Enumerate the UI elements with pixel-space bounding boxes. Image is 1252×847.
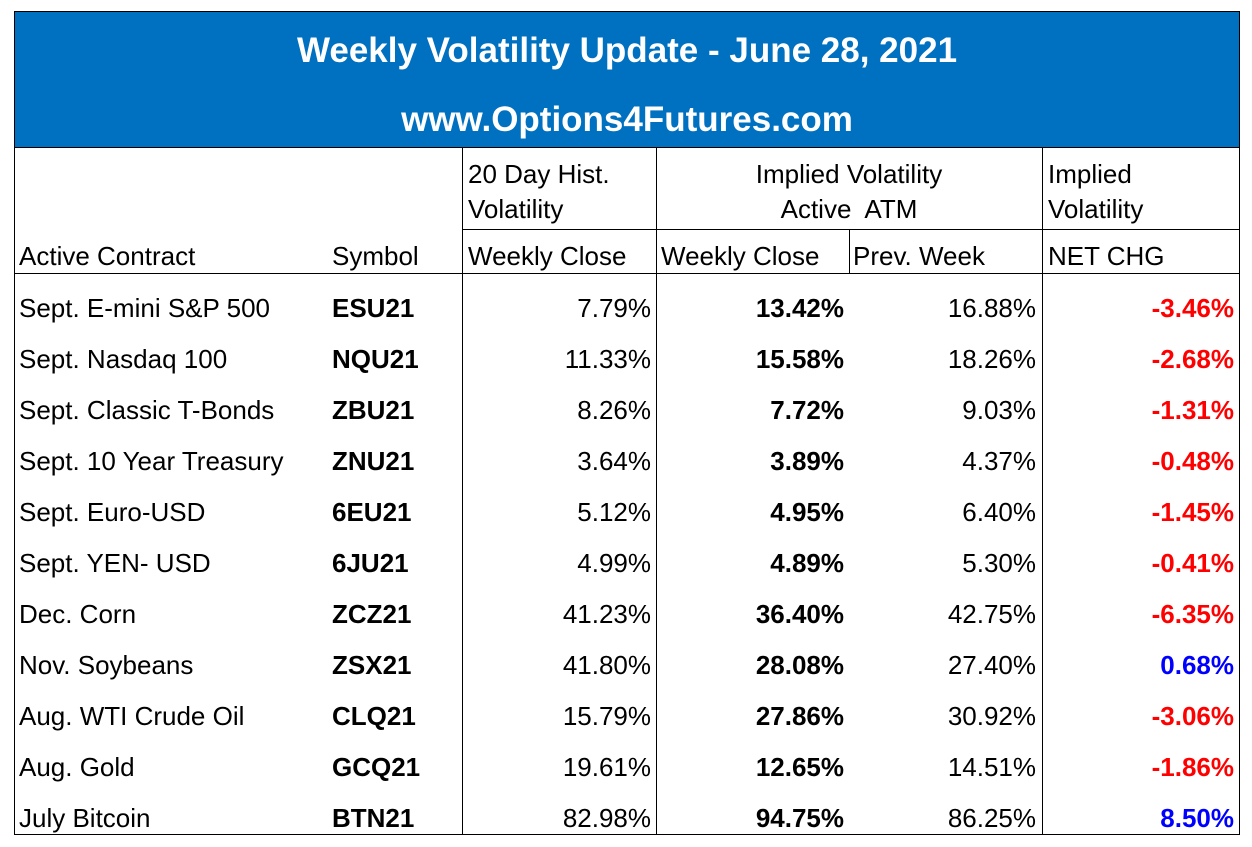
implied-header-line2: Active ATM	[780, 194, 918, 224]
cell-contract: Aug. WTI Crude Oil	[19, 701, 245, 731]
cell-contract: Dec. Corn	[19, 599, 137, 629]
cell-symbol: ZBU21	[332, 395, 415, 425]
col-header-hist-close: Weekly Close	[468, 241, 627, 271]
cell-net-chg: 8.50%	[1160, 803, 1234, 833]
cell-hist-close: 7.79%	[577, 293, 651, 323]
cell-hist-close: 82.98%	[562, 803, 651, 833]
cell-contract: Sept. YEN- USD	[19, 548, 211, 578]
cell-symbol: ZNU21	[332, 446, 415, 476]
cell-symbol: 6EU21	[332, 497, 412, 527]
cell-prev-week: 27.40%	[947, 650, 1036, 680]
cell-prev-week: 6.40%	[962, 497, 1036, 527]
col-header-net-chg: NET CHG	[1048, 241, 1165, 271]
cell-iv-close: 27.86%	[755, 701, 844, 731]
col-header-symbol: Symbol	[332, 241, 419, 271]
cell-prev-week: 18.26%	[947, 344, 1036, 374]
cell-contract: Nov. Soybeans	[19, 650, 194, 680]
cell-symbol: ZSX21	[332, 650, 412, 680]
divider-hist	[462, 147, 463, 835]
cell-net-chg: -1.86%	[1151, 752, 1234, 782]
cell-iv-close: 12.65%	[755, 752, 844, 782]
cell-net-chg: 0.68%	[1160, 650, 1234, 680]
cell-contract: Aug. Gold	[19, 752, 135, 782]
divider-netchg	[1042, 147, 1043, 835]
cell-symbol: ESU21	[332, 293, 415, 323]
cell-net-chg: -3.06%	[1151, 701, 1234, 731]
cell-contract: Sept. 10 Year Treasury	[19, 446, 284, 476]
cell-symbol: GCQ21	[332, 752, 421, 782]
cell-iv-close: 4.95%	[770, 497, 844, 527]
cell-contract: Sept. Classic T-Bonds	[19, 395, 275, 425]
page-title: Weekly Volatility Update - June 28, 2021	[296, 31, 958, 70]
cell-hist-close: 8.26%	[577, 395, 651, 425]
cell-hist-close: 5.12%	[577, 497, 651, 527]
website-link[interactable]: www.Options4Futures.com	[401, 100, 853, 139]
cell-hist-close: 11.33%	[564, 344, 651, 374]
cell-symbol: BTN21	[332, 803, 415, 833]
netchg-header-line1: Implied	[1048, 159, 1132, 189]
cell-prev-week: 16.88%	[947, 293, 1036, 323]
header-bottom-line	[15, 273, 1239, 274]
cell-net-chg: -0.48%	[1151, 446, 1234, 476]
cell-symbol: ZCZ21	[332, 599, 412, 629]
cell-hist-close: 3.64%	[577, 446, 651, 476]
cell-contract: Sept. Nasdaq 100	[19, 344, 228, 374]
cell-prev-week: 42.75%	[947, 599, 1036, 629]
title-banner: Weekly Volatility Update - June 28, 2021…	[15, 12, 1239, 148]
cell-contract: Sept. E-mini S&P 500	[19, 293, 270, 323]
cell-net-chg: -2.68%	[1151, 344, 1234, 374]
cell-iv-close: 13.42%	[755, 293, 844, 323]
cell-iv-close: 28.08%	[755, 650, 844, 680]
cell-net-chg: -0.41%	[1151, 548, 1234, 578]
cell-contract: Sept. Euro-USD	[19, 497, 206, 527]
cell-prev-week: 14.51%	[947, 752, 1036, 782]
cell-hist-close: 4.99%	[577, 548, 651, 578]
cell-iv-close: 3.89%	[770, 446, 844, 476]
col-header-contract: Active Contract	[19, 241, 196, 271]
cell-prev-week: 9.03%	[962, 395, 1036, 425]
cell-iv-close: 94.75%	[755, 803, 844, 833]
cell-net-chg: -1.45%	[1151, 497, 1234, 527]
hist-header-line2: Volatility	[468, 194, 564, 224]
cell-iv-close: 15.58%	[755, 344, 844, 374]
cell-symbol: CLQ21	[332, 701, 416, 731]
cell-hist-close: 41.80%	[562, 650, 651, 680]
netchg-header-line2: Volatility	[1048, 194, 1144, 224]
cell-hist-close: 15.79%	[562, 701, 651, 731]
cell-iv-close: 4.89%	[770, 548, 844, 578]
cell-prev-week: 5.30%	[962, 548, 1036, 578]
cell-contract: July Bitcoin	[19, 803, 151, 833]
hist-header-line1: 20 Day Hist.	[468, 159, 610, 189]
volatility-table: Weekly Volatility Update - June 28, 2021…	[14, 11, 1240, 835]
col-header-prev-week: Prev. Week	[853, 241, 985, 271]
cell-iv-close: 36.40%	[755, 599, 844, 629]
cell-prev-week: 30.92%	[947, 701, 1036, 731]
header-subdivider	[462, 229, 1239, 230]
cell-hist-close: 19.61%	[562, 752, 651, 782]
cell-net-chg: -1.31%	[1151, 395, 1234, 425]
col-header-iv-close: Weekly Close	[661, 241, 820, 271]
cell-prev-week: 86.25%	[947, 803, 1036, 833]
cell-symbol: 6JU21	[332, 548, 409, 578]
cell-net-chg: -3.46%	[1151, 293, 1234, 323]
divider-implied	[656, 147, 657, 835]
cell-iv-close: 7.72%	[770, 395, 844, 425]
divider-prev-week-header	[849, 229, 850, 273]
cell-prev-week: 4.37%	[962, 446, 1036, 476]
cell-hist-close: 41.23%	[562, 599, 651, 629]
cell-net-chg: -6.35%	[1151, 599, 1234, 629]
implied-header-line1: Implied Volatility	[755, 159, 943, 189]
cell-symbol: NQU21	[332, 344, 419, 374]
